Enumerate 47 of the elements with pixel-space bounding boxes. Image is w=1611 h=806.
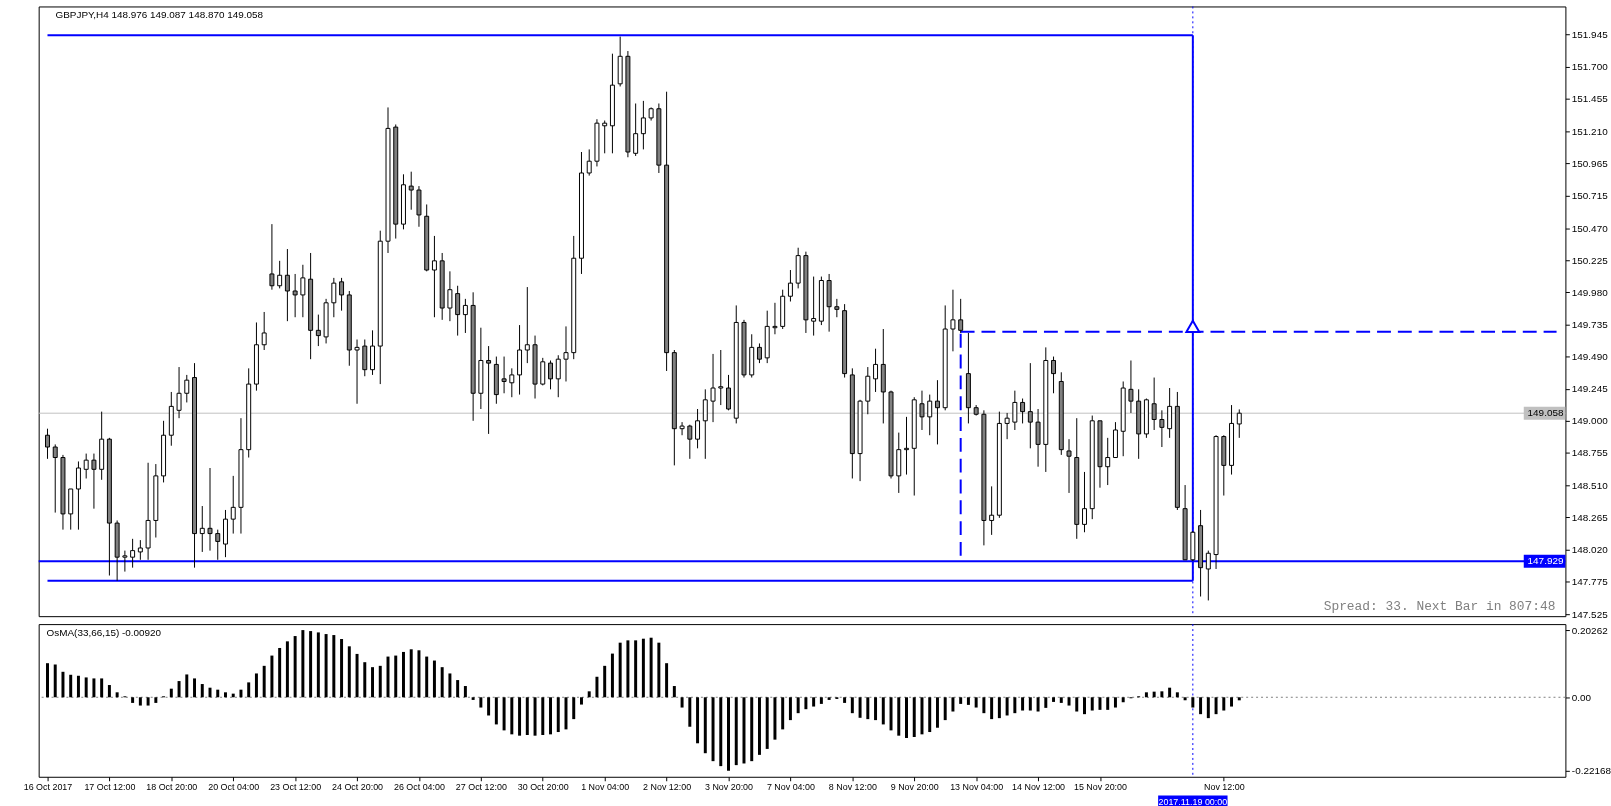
y-tick-label: 149.245 (1571, 383, 1609, 395)
ref-line-label: 147.929 (1527, 555, 1564, 567)
x-tick-label: 3 Nov 20:00 (704, 782, 754, 793)
x-tick-label: 1 Nov 04:00 (581, 782, 630, 793)
x-tick-label: 23 Oct 12:00 (270, 782, 322, 793)
y-tick-label: 151.945 (1571, 29, 1609, 41)
y-tick-label: 148.020 (1571, 543, 1609, 555)
y-tick-label: 149.735 (1571, 318, 1609, 330)
x-tick-label: Nov 12:00 (1203, 782, 1245, 793)
x-tick-label: 7 Nov 04:00 (766, 782, 815, 793)
y-tick-label: 149.490 (1571, 351, 1609, 363)
x-tick-label: 13 Nov 04:00 (950, 782, 1004, 793)
y-tick-label: 149.980 (1571, 286, 1609, 298)
y-tick-label: 147.775 (1571, 575, 1609, 587)
y-tick-label: 150.470 (1571, 222, 1609, 234)
x-tick-label: 18 Oct 20:00 (146, 782, 198, 793)
x-tick-label: 9 Nov 20:00 (890, 782, 939, 793)
ref-line-label: 149.058 (1527, 407, 1564, 419)
y-tick-label: 0.20262 (1571, 624, 1609, 636)
y-tick-label: 0.00 (1571, 691, 1592, 703)
x-tick-label: 17 Oct 12:00 (84, 782, 136, 793)
annotation: Spread: 33. Next Bar in 807:48 (1323, 599, 1556, 615)
chart-title: OsMA(33,66,15) -0.00920 (46, 627, 162, 638)
x-tick-label: 2 Nov 12:00 (643, 782, 692, 793)
x-tick-label: 15 Nov 20:00 (1073, 782, 1128, 793)
x-tick-label: 24 Oct 20:00 (332, 782, 384, 793)
x-tick-label: 2017.11.19 00:00 (1158, 796, 1228, 806)
chart-title: GBPJPY,H4 148.976 149.087 148.870 149.058 (55, 9, 264, 21)
y-tick-label: 148.510 (1571, 479, 1609, 491)
y-tick-label: 151.210 (1571, 125, 1609, 137)
y-tick-label: 150.715 (1571, 190, 1609, 202)
y-tick-label: 150.225 (1571, 254, 1609, 266)
y-tick-label: 148.265 (1571, 511, 1609, 523)
y-tick-label: 150.965 (1571, 157, 1609, 169)
y-tick-label: -0.22168 (1571, 765, 1611, 777)
y-tick-label: 151.700 (1571, 61, 1609, 73)
y-tick-label: 149.000 (1571, 415, 1609, 427)
y-tick-label: 151.455 (1571, 93, 1609, 105)
x-tick-label: 27 Oct 12:00 (455, 782, 507, 793)
x-tick-label: 16 Oct 2017 (23, 782, 73, 793)
y-tick-label: 147.525 (1571, 608, 1609, 620)
x-tick-label: 14 Nov 12:00 (1012, 782, 1066, 793)
x-tick-label: 30 Oct 20:00 (517, 782, 569, 793)
x-tick-label: 26 Oct 04:00 (393, 782, 445, 793)
x-tick-label: 8 Nov 12:00 (828, 782, 877, 793)
x-tick-label: 20 Oct 04:00 (208, 782, 260, 793)
y-tick-label: 148.755 (1571, 447, 1609, 459)
